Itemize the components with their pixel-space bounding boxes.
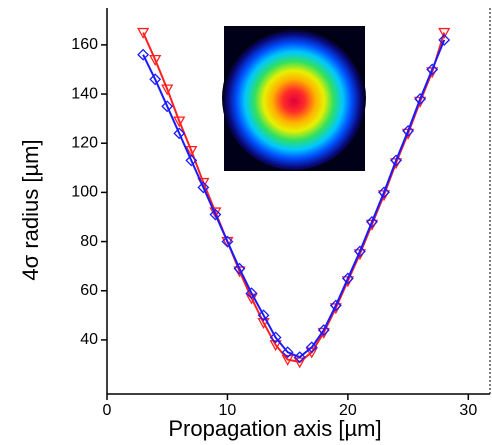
y-axis-title: 4σ radius [µm] (18, 139, 43, 280)
data-point (317, 324, 330, 336)
data-point (221, 235, 234, 248)
data-point (281, 346, 294, 359)
data-point (161, 84, 174, 96)
data-point (221, 236, 234, 248)
data-point (269, 340, 282, 352)
series-line (142, 39, 446, 359)
data-point (341, 272, 354, 285)
data-point (329, 299, 342, 312)
data-point (173, 116, 186, 128)
y-tick-label: 80 (80, 233, 98, 250)
beam-image (222, 26, 366, 170)
data-point (209, 208, 222, 221)
data-point (402, 125, 415, 137)
y-tick-label: 40 (80, 331, 98, 348)
data-point (281, 354, 294, 366)
data-point (269, 331, 282, 344)
data-point (366, 215, 378, 228)
data-point (245, 287, 258, 300)
data-point (293, 351, 306, 364)
x-tick-label: 10 (219, 402, 237, 419)
x-tick-label: 20 (339, 402, 357, 419)
data-point (257, 309, 270, 322)
y-tick-label: 160 (71, 36, 98, 53)
data-point (257, 318, 270, 330)
data-point (305, 341, 318, 354)
y-tick-label: 60 (80, 282, 98, 299)
data-point (197, 181, 210, 194)
x-tick-label: 30 (459, 402, 477, 419)
data-point (438, 34, 451, 46)
data-point (185, 145, 198, 157)
data-point (137, 27, 150, 39)
x-axis-title: Propagation axis [µm] (168, 416, 381, 441)
data-point (173, 127, 186, 140)
data-point (438, 27, 451, 39)
data-point (161, 100, 174, 113)
y-tick-label: 100 (71, 184, 98, 201)
data-point (137, 48, 150, 61)
data-point (185, 154, 198, 167)
data-point (390, 154, 402, 167)
x-tick-label: 0 (103, 402, 112, 419)
data-point (378, 186, 390, 199)
data-point (149, 54, 162, 66)
data-point (354, 245, 366, 258)
y-tick-label: 140 (71, 85, 98, 102)
y-tick-label: 120 (71, 134, 98, 151)
data-point (233, 262, 246, 275)
data-point (149, 73, 162, 86)
data-point (414, 93, 427, 105)
data-point (426, 63, 439, 76)
